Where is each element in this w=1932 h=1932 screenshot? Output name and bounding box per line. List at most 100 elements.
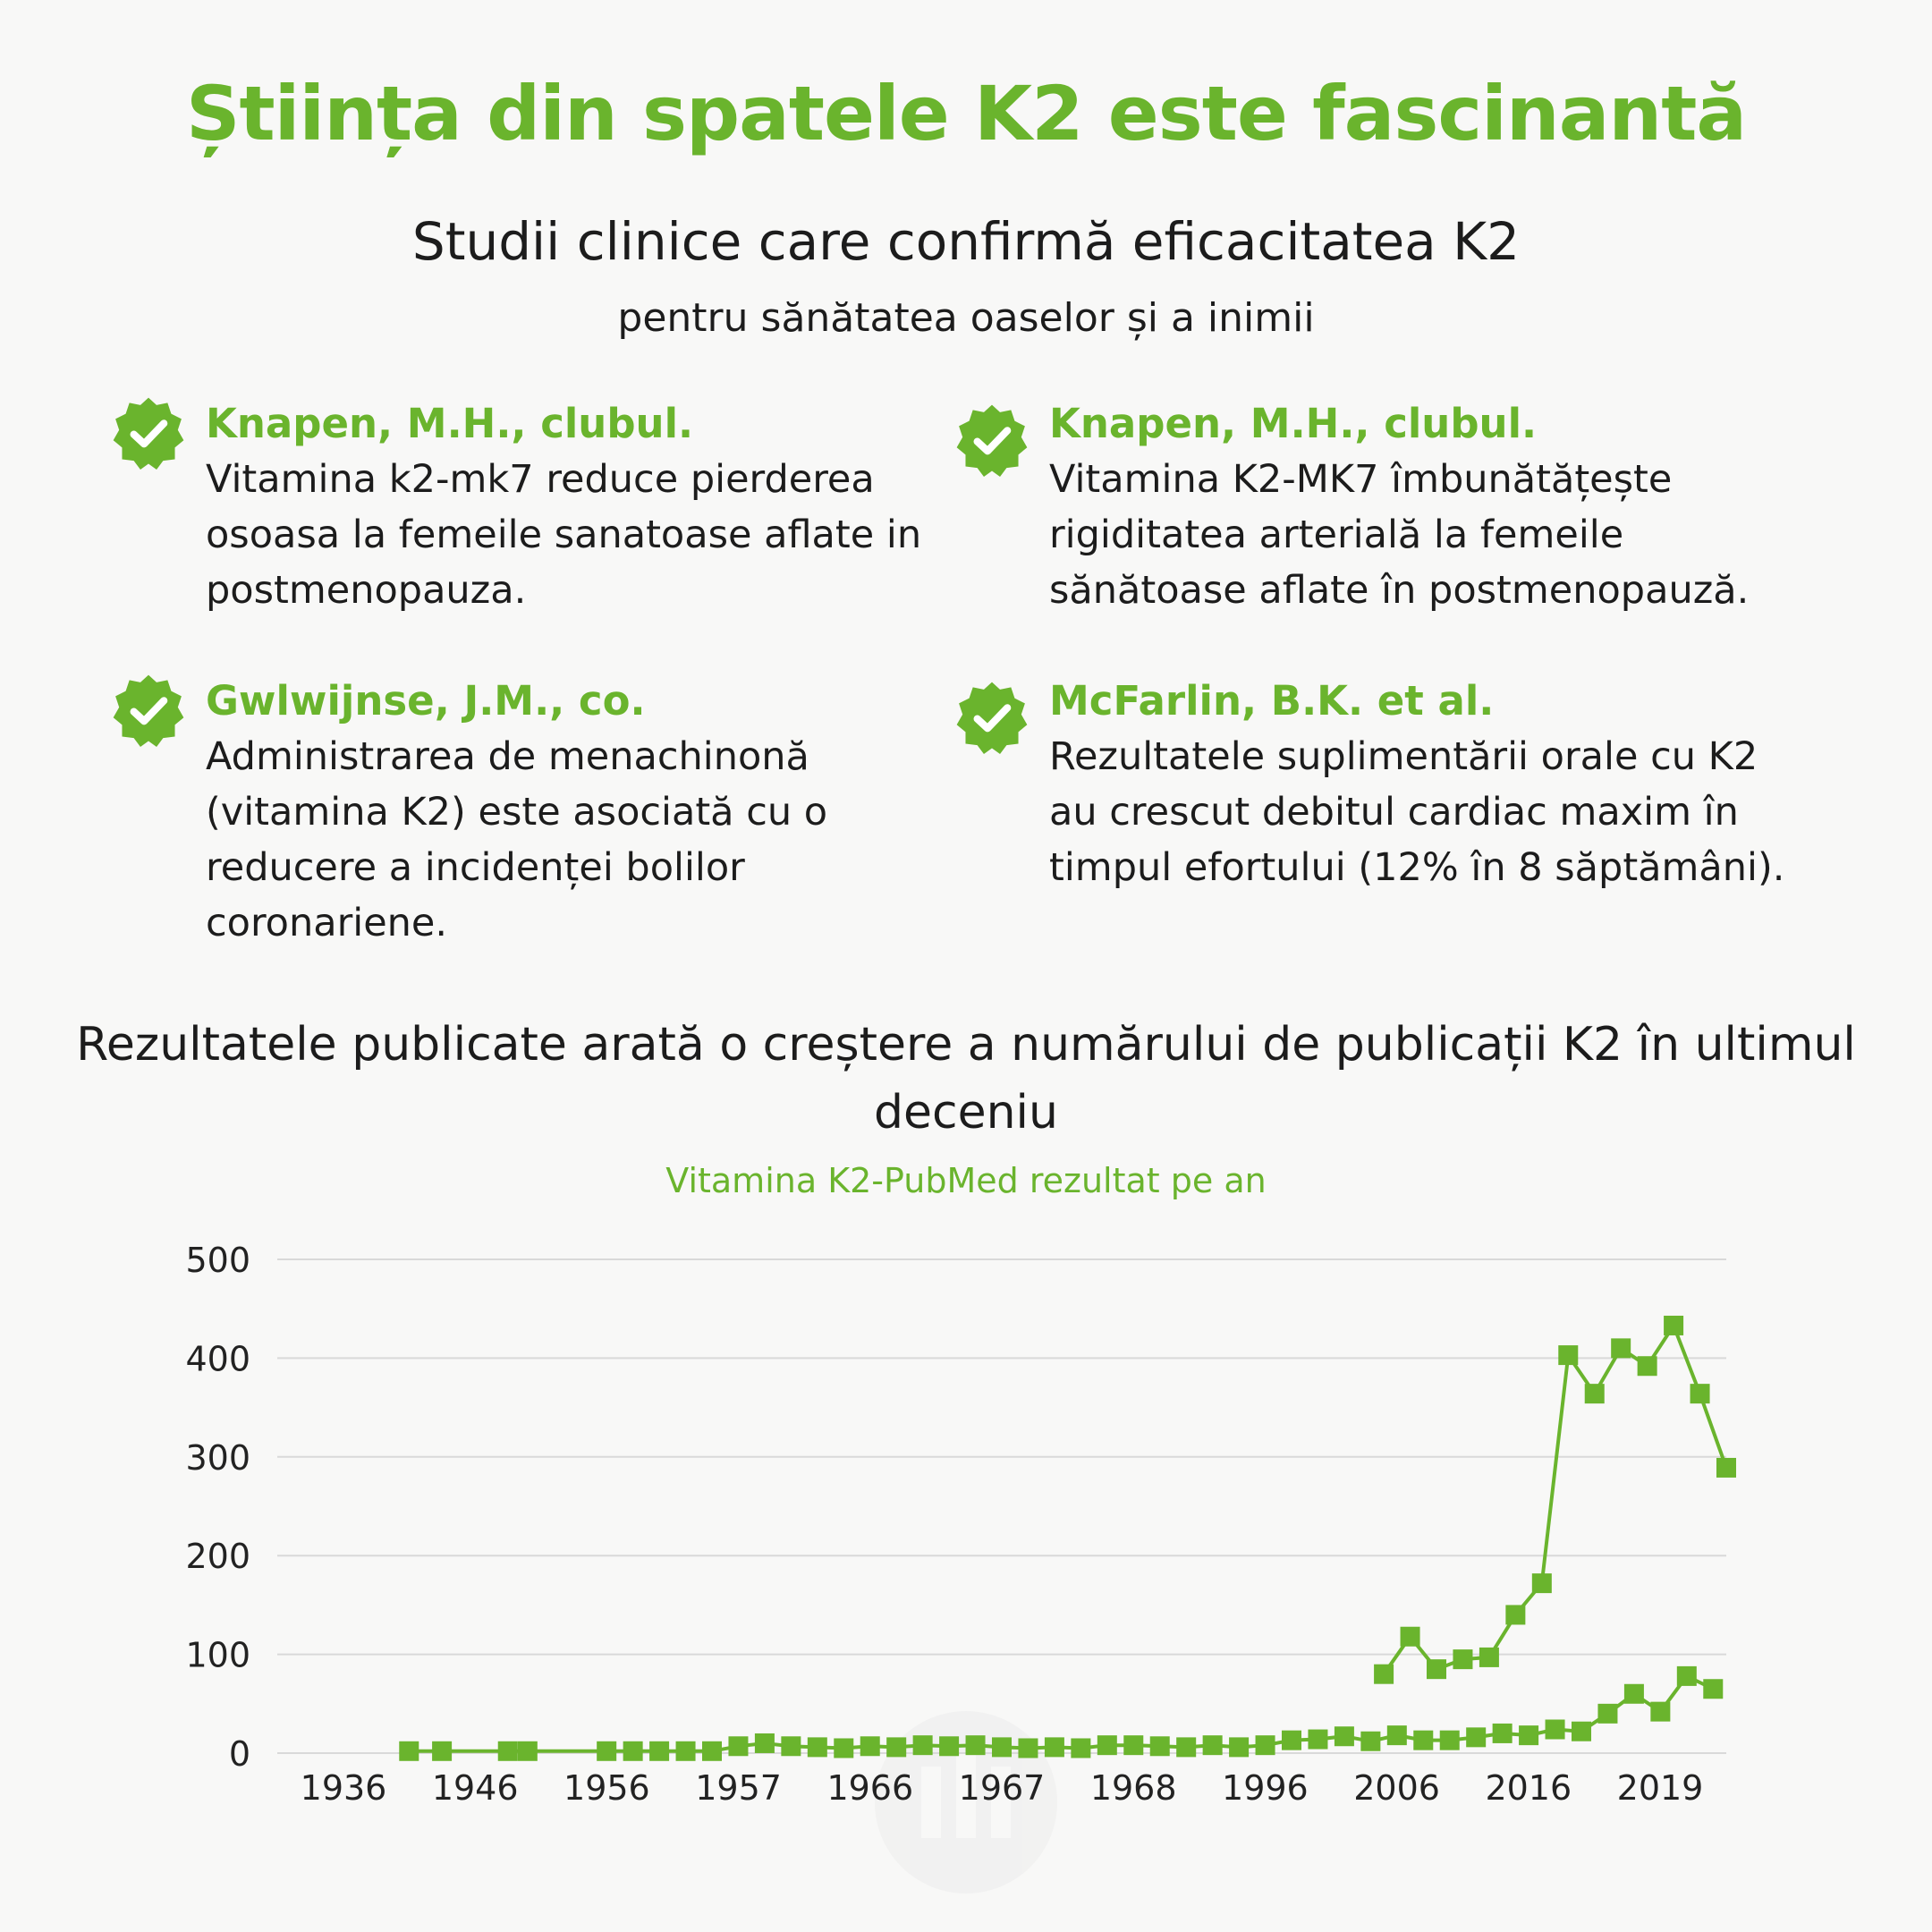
y-axis: 0 100 200 300 400 500 [185,1241,250,1774]
x-tick-label: 1967 [959,1768,1046,1808]
data-point [1558,1345,1579,1366]
data-point [1716,1457,1736,1478]
study-text: Vitamina k2-mk7 reduce pierderea osoasa … [206,457,922,613]
x-tick-label: 1957 [695,1768,782,1808]
data-point [497,1741,518,1761]
data-point [1176,1737,1197,1758]
data-point [886,1737,907,1758]
data-point [1374,1664,1394,1684]
data-point [1255,1735,1275,1756]
chart-title: Rezultatele publicate arată o creștere a… [76,1018,1856,1140]
study-item-1: Knapen, M.H., clubul. Vitamina k2-mk7 re… [113,396,948,618]
chart-series [409,1321,1728,1753]
study-text: Rezultatele suplimentării orale cu K2 au… [1049,734,1785,890]
section-subtitle: Studii clinice care confirmă eficacitate… [411,211,1521,272]
page-title: Știința din spatele K2 este fascinantă [185,70,1747,157]
data-point [1018,1738,1038,1758]
data-point [1650,1701,1671,1722]
x-tick-label: 1996 [1222,1768,1309,1808]
data-point [517,1741,538,1761]
data-point [1282,1730,1301,1750]
data-point [1623,1683,1644,1704]
data-point [1637,1356,1657,1377]
data-point [399,1741,419,1761]
data-point [860,1736,880,1757]
data-point [1545,1719,1565,1740]
data-point [1071,1738,1091,1758]
data-point [1611,1338,1631,1359]
section-subline: pentru sănătatea oaselor și a inimii [617,295,1315,341]
study-author: Gwlwijnse, J.M., co. [206,677,646,724]
data-point [1123,1735,1144,1756]
data-point [1360,1731,1381,1751]
data-point [992,1737,1012,1758]
study-author: Knapen, M.H., clubul. [206,400,694,447]
y-tick-label: 500 [185,1241,250,1280]
y-tick-label: 0 [229,1734,250,1774]
check-badge-icon [113,674,184,747]
data-point [939,1736,960,1757]
data-point [1453,1649,1473,1670]
study-item-2: Knapen, M.H., clubul. Vitamina K2-MK7 îm… [956,396,1792,618]
data-point [912,1735,933,1756]
x-tick-label: 1946 [432,1768,519,1808]
data-point [1044,1737,1064,1758]
study-item-3: Gwlwijnse, J.M., co. Administrarea de me… [113,674,948,951]
data-point [1597,1703,1618,1724]
data-point [1584,1384,1605,1404]
data-point [1531,1573,1552,1594]
data-point [1703,1679,1724,1699]
data-point [1308,1729,1328,1750]
data-point [1097,1735,1117,1756]
data-point [834,1738,854,1758]
chart-subtitle: Vitamina K2-PubMed rezultat pe an [665,1161,1267,1200]
study-author: McFarlin, B.K. et al. [1049,677,1495,724]
x-axis: 1936 1946 1956 1957 1966 1967 1968 1996 2006 2016… [301,1768,1704,1808]
data-point [1202,1735,1223,1756]
data-point [1572,1721,1591,1741]
data-point [1479,1647,1499,1667]
check-badge-icon [956,682,1028,754]
data-point [965,1735,986,1756]
x-tick-label: 1956 [564,1768,650,1808]
x-tick-label: 1966 [826,1768,913,1808]
data-point [1439,1730,1460,1750]
data-point [597,1741,617,1761]
data-point [1505,1605,1526,1625]
study-text: Administrarea de menachinonă (vitamina K… [206,734,828,945]
data-point [1466,1727,1487,1748]
study-author: Knapen, M.H., clubul. [1049,400,1538,447]
data-point [1690,1384,1710,1404]
data-point [728,1736,749,1757]
data-point [1149,1736,1170,1757]
data-point [1519,1725,1539,1746]
chart-points [399,1315,1736,1761]
x-tick-label: 2019 [1617,1768,1704,1808]
data-point [649,1741,670,1761]
data-point [1386,1725,1407,1746]
y-tick-label: 200 [185,1537,250,1576]
data-point [702,1741,722,1761]
check-badge-icon [113,397,184,470]
data-point [807,1737,827,1758]
data-point [675,1741,696,1761]
data-point [623,1741,643,1761]
x-tick-label: 2016 [1485,1768,1572,1808]
study-text: Vitamina K2-MK7 îmbunătățește rigiditate… [1049,457,1750,613]
data-point [754,1733,775,1753]
series-line [1382,1321,1728,1675]
data-point [1492,1723,1513,1743]
x-tick-label: 1968 [1090,1768,1177,1808]
data-point [781,1736,801,1757]
chart-grid [277,1258,1726,1754]
data-point [1229,1737,1250,1758]
y-tick-label: 100 [185,1636,250,1675]
data-point [1334,1726,1354,1747]
data-point [1676,1665,1697,1686]
data-point [1664,1315,1684,1335]
data-point [1427,1659,1446,1680]
data-point [1400,1626,1420,1647]
y-tick-label: 300 [185,1438,250,1478]
data-point [1413,1730,1434,1750]
